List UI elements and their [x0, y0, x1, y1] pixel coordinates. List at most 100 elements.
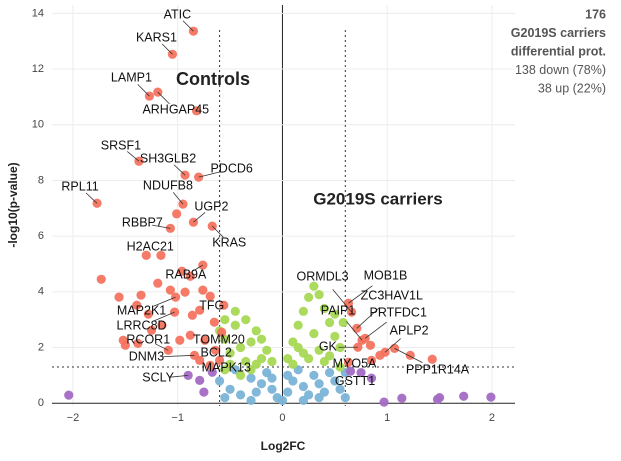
point: [304, 354, 314, 364]
point: [314, 379, 324, 389]
point: [146, 325, 157, 335]
point: [251, 359, 261, 369]
point: [207, 367, 217, 377]
leader-line: [182, 20, 194, 32]
point-label: LRRC8D: [117, 318, 167, 332]
point: [267, 373, 277, 383]
point-label: KRAS: [212, 235, 246, 249]
point-label: H2AC21: [127, 240, 174, 254]
y-axis-label: -log10(p-value): [6, 162, 20, 247]
point: [267, 356, 277, 367]
point: [298, 381, 309, 392]
point: [283, 387, 293, 397]
point: [314, 290, 324, 300]
point: [379, 397, 389, 407]
leader-line: [152, 311, 175, 322]
leader-line: [173, 164, 186, 176]
point: [335, 384, 345, 394]
point: [405, 350, 415, 360]
leader-line: [126, 151, 140, 162]
point: [141, 250, 151, 260]
point: [205, 360, 215, 370]
leader-line: [153, 296, 176, 307]
summary-text: 38 up (22%): [538, 81, 606, 95]
point-label: UGP2: [194, 200, 228, 214]
point-label: SCLY: [142, 371, 174, 385]
point: [246, 337, 256, 347]
point: [210, 345, 221, 355]
point: [175, 335, 185, 345]
leader-line: [172, 192, 184, 205]
point: [251, 326, 261, 336]
leader-line: [356, 307, 380, 329]
point: [165, 285, 175, 295]
point-label: PDCD6: [210, 161, 252, 175]
x-tick-label: 0: [279, 412, 285, 424]
point: [345, 366, 356, 376]
point: [288, 359, 298, 369]
point: [143, 309, 153, 319]
point: [217, 327, 227, 337]
point: [298, 395, 309, 406]
point: [330, 331, 340, 341]
y-tick-label: 12: [32, 63, 44, 75]
point: [459, 391, 469, 401]
point-label: RCOR1: [126, 333, 170, 347]
point: [293, 320, 303, 330]
leader-line: [394, 348, 423, 364]
point: [324, 351, 335, 361]
point-label: ZC3HAV1L: [361, 289, 423, 303]
point: [177, 266, 187, 276]
point: [330, 309, 340, 319]
leader-line: [193, 212, 206, 223]
point-label: MYO5A: [333, 357, 377, 371]
point-label: ATIC: [164, 7, 192, 21]
point: [324, 317, 335, 328]
point: [314, 393, 324, 403]
point-label: ARHGAP45: [142, 102, 209, 116]
point: [251, 387, 261, 397]
point: [235, 370, 246, 380]
point: [185, 271, 195, 281]
leader-line: [157, 91, 170, 105]
point: [434, 393, 445, 403]
point: [205, 291, 215, 301]
leader-line: [332, 289, 352, 313]
point: [319, 303, 329, 314]
point-label: KARS1: [136, 31, 177, 45]
point: [235, 342, 246, 353]
point: [220, 393, 230, 403]
point: [198, 285, 208, 295]
point: [397, 393, 407, 403]
point: [215, 376, 225, 386]
point-label: NDUFB8: [143, 178, 193, 192]
group-title: G2019S carriers: [313, 189, 443, 208]
point-label: GK: [319, 340, 338, 354]
point-label: PAIP1: [321, 304, 356, 318]
point: [230, 306, 240, 316]
point: [335, 362, 345, 372]
point: [209, 317, 219, 327]
point: [230, 320, 240, 330]
point: [200, 335, 210, 345]
point: [277, 395, 288, 406]
point: [309, 281, 319, 291]
point: [343, 357, 354, 367]
y-tick-label: 14: [32, 7, 44, 19]
point: [220, 334, 230, 344]
leader-line: [384, 338, 401, 353]
point: [338, 317, 348, 328]
point: [356, 367, 366, 378]
marks: [64, 26, 496, 407]
point-label: MAPK13: [202, 361, 251, 375]
leader-line: [152, 224, 171, 229]
labels: SCLY MAPK13 GSTT1 ATIC KARS1 LAMP1 ARHGAP45 SRS…: [61, 7, 469, 387]
point: [220, 365, 230, 375]
point-label: TOMM20: [193, 333, 245, 347]
leader-line: [211, 225, 224, 238]
leader-line: [348, 285, 373, 304]
point: [132, 300, 142, 310]
point: [219, 300, 229, 310]
point: [225, 384, 235, 394]
point: [220, 315, 230, 325]
